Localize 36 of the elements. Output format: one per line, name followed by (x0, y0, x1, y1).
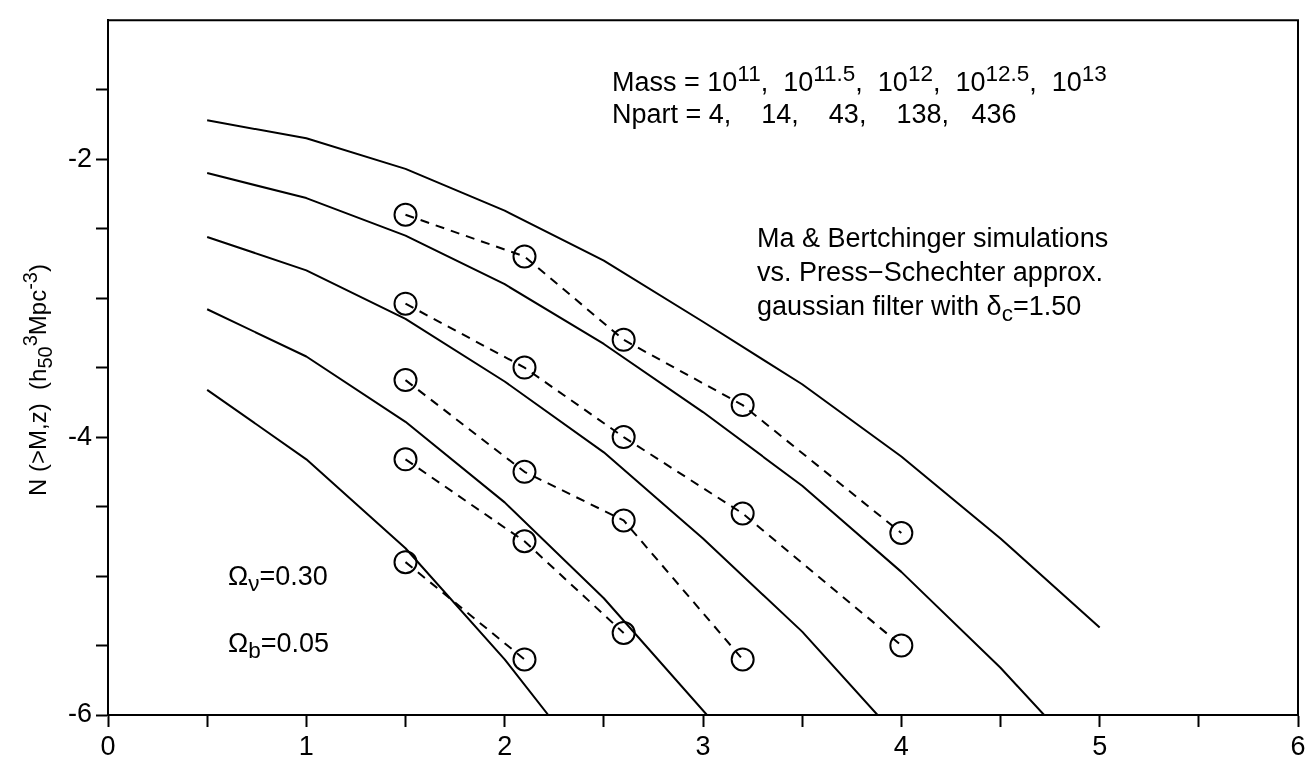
y-tick-label: -4 (67, 420, 92, 451)
x-tick-label: 0 (100, 730, 116, 761)
point (889, 520, 914, 545)
point (512, 355, 537, 380)
point (611, 327, 636, 352)
x-tick-label: 5 (1092, 730, 1108, 761)
point (611, 425, 636, 450)
y-tick-label: -2 (67, 142, 92, 173)
point (889, 633, 914, 658)
point (730, 647, 755, 672)
text: Mass = 10$^{11}$, 10$^{11.5}$, 10$^{12}$, 10$^{12.5}$, 10$^{13}$ (612, 61, 1107, 97)
y-tick-label: -6 (67, 698, 92, 729)
x-tick-label: 2 (497, 730, 513, 761)
annotation: vs. Press−Schechter approx. (757, 256, 1103, 288)
point (393, 291, 418, 316)
point (393, 368, 418, 393)
annotation: Ma & Bertchinger simulations (757, 222, 1109, 254)
point (611, 621, 636, 646)
point (611, 508, 636, 533)
point (730, 393, 755, 418)
annotation: Npart = 4, 14, 43, 138, 436 (612, 98, 1017, 130)
x-tick-label: 4 (893, 730, 909, 761)
point (512, 459, 537, 484)
point (512, 647, 537, 672)
point (512, 244, 537, 269)
point (393, 550, 418, 575)
x-tick-label: 1 (298, 730, 314, 761)
x-tick-label: 3 (695, 730, 711, 761)
point (393, 202, 418, 227)
point (512, 529, 537, 554)
annotation: Ω$_{b}$=0.05 (228, 627, 330, 666)
annotation: gaussian filter with δ$_{c}$=1.50 (757, 290, 1082, 329)
point (393, 447, 418, 472)
annotation: Ω$_{ν}$=0.30 (228, 560, 328, 599)
point (730, 501, 755, 526)
x-tick-label: 6 (1290, 730, 1306, 761)
